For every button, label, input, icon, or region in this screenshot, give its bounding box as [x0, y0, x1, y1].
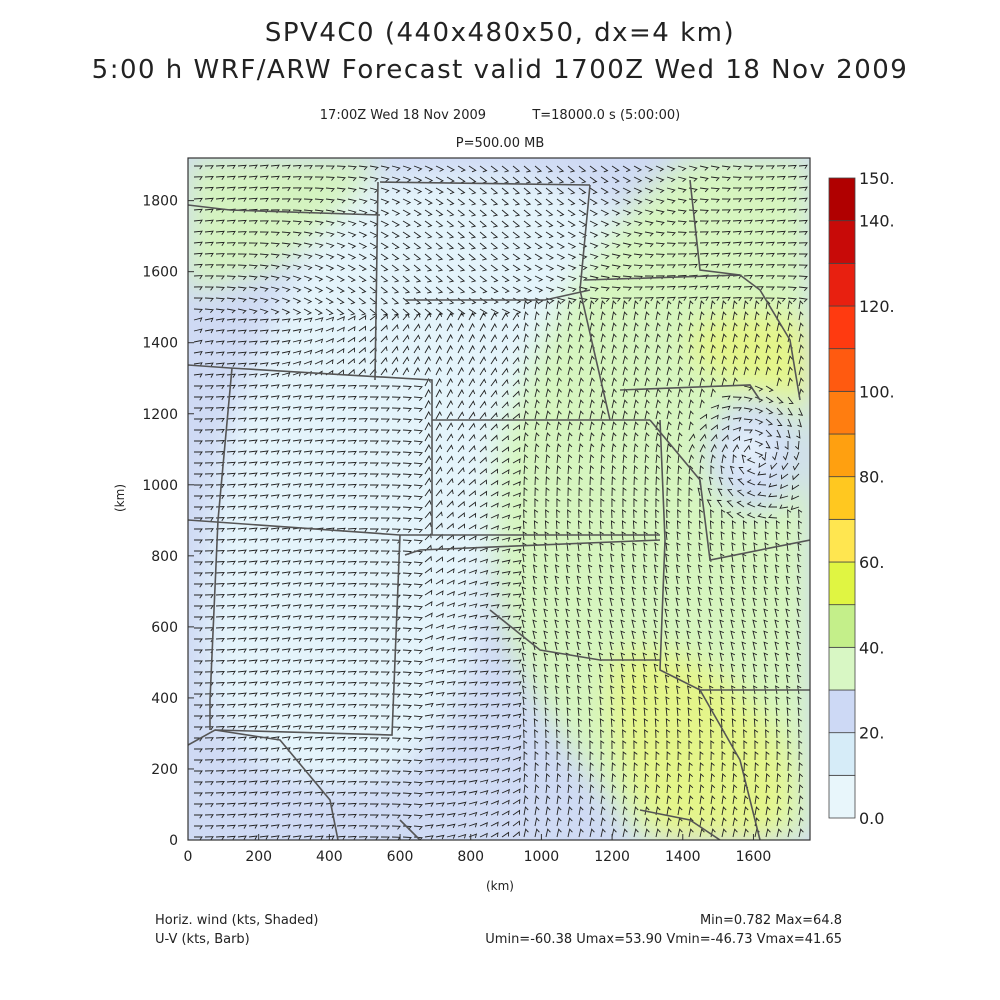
figure-title: SPV4C0 (440x480x50, dx=4 km) [264, 18, 736, 48]
colorbar-label: 0.0 [859, 809, 884, 828]
x-axis-label: (km) [486, 879, 514, 893]
x-tick-label: 800 [457, 849, 484, 865]
colorbar-label: 80. [859, 468, 884, 487]
colorbar-segment [828, 390, 856, 435]
colorbar-label: 120. [859, 297, 895, 316]
x-tick-label: 1400 [665, 849, 701, 865]
y-tick-label: 1200 [142, 407, 178, 423]
forecast-title: 5:00 h WRF/ARW Forecast valid 1700Z Wed … [91, 55, 909, 85]
footer-right-1: Min=0.782 Max=64.8 [699, 913, 842, 928]
y-tick-label: 600 [151, 620, 178, 636]
colorbar-segment [828, 689, 856, 734]
valid-time: 17:00Z Wed 18 Nov 2009 [319, 108, 487, 123]
colorbar-segment [828, 177, 856, 222]
time-info: 17:00Z Wed 18 Nov 2009 T=18000.0 s (5:00… [0, 108, 1000, 123]
y-axis: 0 200 400 600 800 1000 1200 1400 1600 1800 [142, 194, 194, 849]
pressure-level: P=500.00 MB [455, 136, 545, 151]
x-tick-label: 200 [245, 849, 272, 865]
colorbar-label: 40. [859, 638, 884, 657]
colorbar-segment [828, 433, 856, 478]
colorbar: 0.0 20. 40. 60. 80. 100. 120. 140. 150. [828, 169, 895, 828]
x-tick-label: 1000 [524, 849, 560, 865]
colorbar-segment [828, 348, 856, 392]
y-tick-label: 0 [169, 833, 178, 849]
colorbar-label: 100. [859, 382, 895, 401]
y-axis-label: (km) [113, 484, 127, 512]
x-tick-label: 1600 [736, 849, 772, 865]
colorbar-label: 60. [859, 553, 884, 572]
y-tick-label: 1600 [142, 265, 178, 281]
y-tick-label: 400 [151, 691, 178, 707]
forecast-time: T=18000.0 s (5:00:00) [532, 108, 681, 123]
y-tick-label: 800 [151, 549, 178, 565]
colorbar-segment [828, 220, 856, 264]
colorbar-label: 20. [859, 724, 884, 743]
x-tick-label: 400 [316, 849, 343, 865]
y-tick-label: 1000 [142, 478, 178, 494]
colorbar-segment [828, 561, 856, 606]
colorbar-label: 140. [859, 212, 895, 231]
x-tick-label: 1200 [594, 849, 630, 865]
y-tick-label: 1400 [142, 336, 178, 352]
colorbar-segment [828, 476, 856, 520]
footer-right-2: Umin=-60.38 Umax=53.90 Vmin=-46.73 Vmax=… [485, 932, 842, 947]
state-boundaries [188, 179, 810, 840]
wind-speed-shading [188, 158, 810, 840]
colorbar-segment [828, 305, 856, 350]
x-tick-label: 0 [184, 849, 193, 865]
x-axis: 0 200 400 600 800 1000 1200 1400 1600 [184, 834, 772, 865]
colorbar-segment [828, 518, 856, 563]
colorbar-segment [828, 604, 856, 648]
colorbar-segment [828, 262, 856, 307]
plot-frame [187, 157, 811, 841]
colorbar-segment [828, 732, 856, 776]
colorbar-label: 150. [859, 169, 895, 188]
x-tick-label: 600 [387, 849, 414, 865]
y-tick-label: 1800 [142, 194, 178, 210]
colorbar-segment [828, 646, 856, 691]
colorbar-segment [828, 774, 856, 819]
footer-left-2: U-V (kts, Barb) [155, 932, 250, 947]
y-tick-label: 200 [151, 762, 178, 778]
footer-left-1: Horiz. wind (kts, Shaded) [155, 913, 319, 928]
